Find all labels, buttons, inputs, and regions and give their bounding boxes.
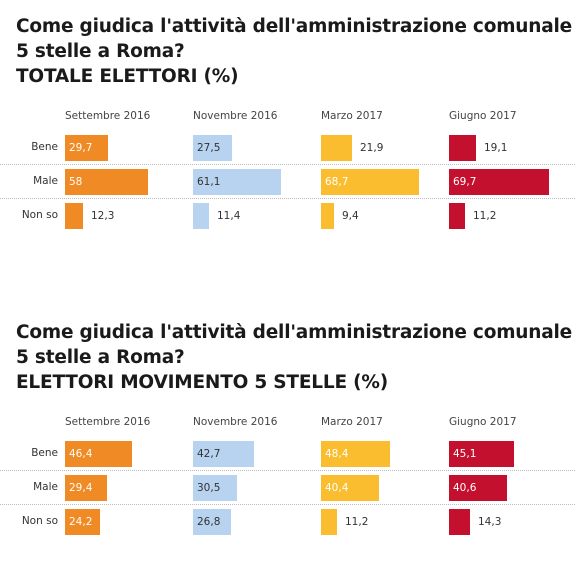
- bar: [65, 441, 132, 467]
- bar: [321, 509, 337, 535]
- bar: [449, 135, 476, 161]
- bar-value-label: 30,5: [197, 482, 221, 494]
- bar: [65, 135, 108, 161]
- bar: [449, 475, 507, 501]
- bar: [321, 135, 352, 161]
- bar-value-label: 11,4: [217, 210, 241, 222]
- row-separator: [0, 164, 575, 165]
- bar: [65, 509, 100, 535]
- bar-value-label: 61,1: [197, 176, 221, 188]
- bar: [193, 475, 237, 501]
- bar: [193, 169, 281, 195]
- bar: [193, 441, 254, 467]
- column-header: Marzo 2017: [321, 110, 383, 122]
- bar: [321, 169, 419, 195]
- row-label: Non so: [21, 209, 58, 221]
- chart-panel-elettori-m5s: Come giudica l'attività dell'amministraz…: [0, 320, 585, 574]
- row-label: Male: [33, 175, 58, 187]
- bar: [321, 441, 390, 467]
- chart-panel-totale: Come giudica l'attività dell'amministraz…: [0, 14, 585, 254]
- bar: [193, 509, 231, 535]
- bar: [449, 441, 514, 467]
- bar: [321, 475, 379, 501]
- row-separator: [0, 198, 575, 199]
- column-header: Settembre 2016: [65, 416, 151, 428]
- row-label: Bene: [31, 141, 58, 153]
- bar-value-label: 58: [69, 176, 83, 188]
- bar-value-label: 29,4: [69, 482, 93, 494]
- column-header: Settembre 2016: [65, 110, 151, 122]
- row-separator: [0, 470, 575, 471]
- bar-value-label: 21,9: [360, 142, 384, 154]
- bar: [449, 169, 549, 195]
- chart-title-line: 5 stelle a Roma?: [16, 347, 185, 368]
- bar-value-label: 45,1: [453, 448, 477, 460]
- bar: [449, 203, 465, 229]
- row-label: Non so: [21, 515, 58, 527]
- bar-value-label: 14,3: [478, 516, 502, 528]
- row-separator: [0, 504, 575, 505]
- bar-value-label: 48,4: [325, 448, 349, 460]
- bar-value-label: 42,7: [197, 448, 221, 460]
- bar-value-label: 12,3: [91, 210, 115, 222]
- chart-title-line: Come giudica l'attività dell'amministraz…: [16, 322, 572, 343]
- bar-value-label: 19,1: [484, 142, 508, 154]
- bar: [65, 475, 107, 501]
- bar-value-label: 9,4: [342, 210, 359, 222]
- bar-value-label: 26,8: [197, 516, 221, 528]
- column-header: Marzo 2017: [321, 416, 383, 428]
- bar-value-label: 29,7: [69, 142, 93, 154]
- chart-title-line: Come giudica l'attività dell'amministraz…: [16, 16, 572, 37]
- row-label: Male: [33, 481, 58, 493]
- bar: [65, 169, 148, 195]
- bar-value-label: 68,7: [325, 176, 349, 188]
- bar-value-label: 24,2: [69, 516, 93, 528]
- bar: [193, 135, 232, 161]
- bar-value-label: 69,7: [453, 176, 477, 188]
- bar-value-label: 46,4: [69, 448, 93, 460]
- bar-value-label: 11,2: [345, 516, 369, 528]
- column-header: Giugno 2017: [449, 110, 517, 122]
- row-label: Bene: [31, 447, 58, 459]
- chart-subtitle: ELETTORI MOVIMENTO 5 STELLE (%): [16, 372, 388, 393]
- chart-title: Come giudica l'attività dell'amministraz…: [16, 14, 572, 89]
- chart-title-line: 5 stelle a Roma?: [16, 41, 185, 62]
- bar-value-label: 11,2: [473, 210, 497, 222]
- chart-subtitle: TOTALE ELETTORI (%): [16, 66, 239, 87]
- bar: [193, 203, 209, 229]
- bar-value-label: 40,6: [453, 482, 477, 494]
- column-header: Novembre 2016: [193, 110, 278, 122]
- column-header: Giugno 2017: [449, 416, 517, 428]
- bar: [321, 203, 334, 229]
- bar: [65, 203, 83, 229]
- column-header: Novembre 2016: [193, 416, 278, 428]
- bar-value-label: 27,5: [197, 142, 221, 154]
- chart-title: Come giudica l'attività dell'amministraz…: [16, 320, 572, 395]
- bar-value-label: 40,4: [325, 482, 349, 494]
- bar: [449, 509, 470, 535]
